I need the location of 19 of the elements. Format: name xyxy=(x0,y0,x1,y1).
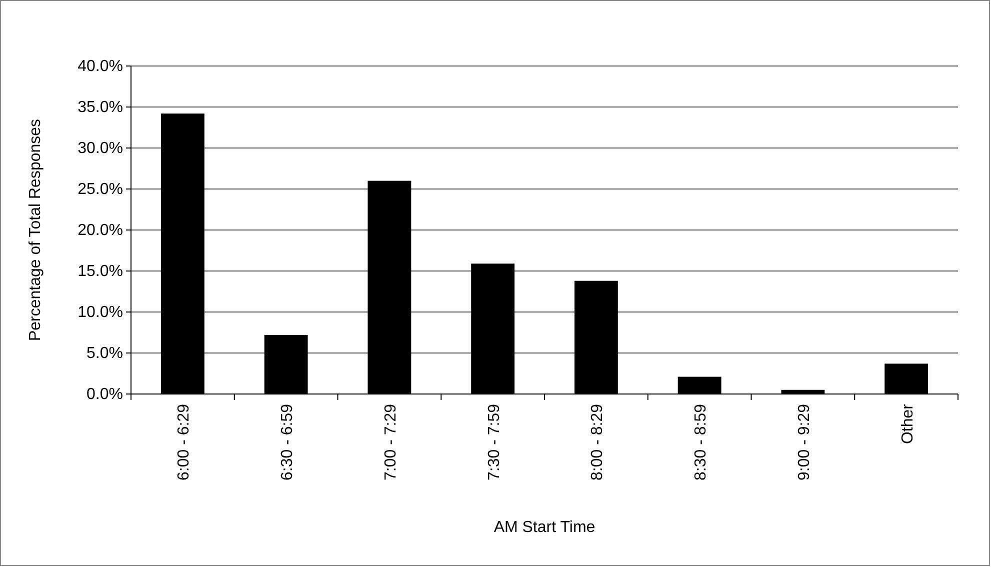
y-tick-label: 0.0% xyxy=(86,386,123,404)
y-tick-label: 5.0% xyxy=(86,345,123,362)
y-tick-label: 40.0% xyxy=(78,58,123,76)
x-axis-title: AM Start Time xyxy=(494,519,596,536)
y-tick-label: 30.0% xyxy=(78,140,123,158)
x-tick-label: 8:00 - 8:29 xyxy=(589,404,606,480)
x-tick-label: 7:30 - 7:59 xyxy=(486,404,503,480)
y-tick-label: 10.0% xyxy=(78,304,123,322)
y-tick-label: 25.0% xyxy=(78,181,123,198)
x-tick-label: 8:30 - 8:59 xyxy=(692,404,710,480)
x-tick-label: 9:00 - 9:29 xyxy=(796,404,813,480)
x-tick-label: 6:30 - 6:59 xyxy=(279,404,296,480)
x-tick-label: Other xyxy=(899,403,916,444)
y-tick-label: 15.0% xyxy=(78,263,123,280)
y-tick-label: 35.0% xyxy=(78,99,123,116)
y-axis-title: Percentage of Total Responses xyxy=(27,118,44,342)
x-tick-label: 6:00 - 6:29 xyxy=(176,404,193,480)
y-tick-label: 20.0% xyxy=(78,222,123,240)
x-tick-label: 7:00 - 7:29 xyxy=(382,404,400,480)
